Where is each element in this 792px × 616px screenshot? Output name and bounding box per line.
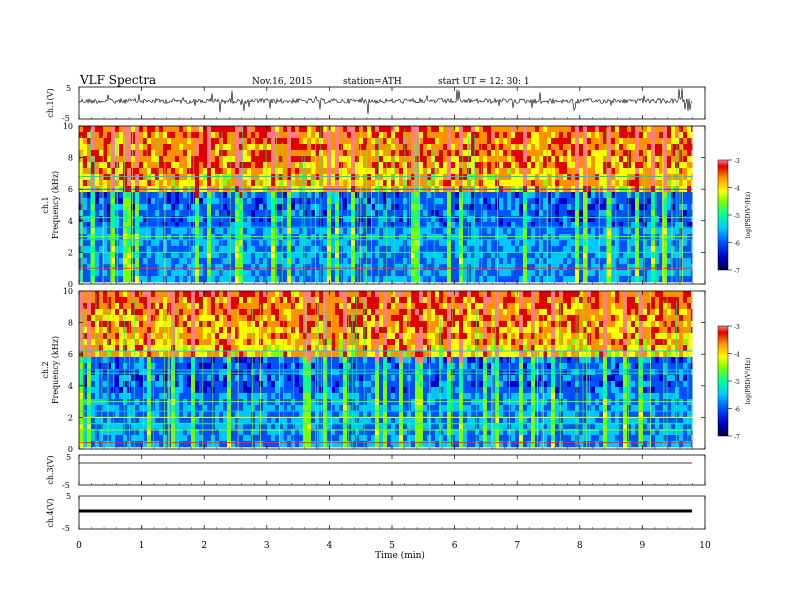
time-axis-label: Time (min) xyxy=(375,550,425,561)
ch4-v-ylabel: ch.4(V) xyxy=(46,498,55,527)
figure-title: VLF Spectra xyxy=(79,73,156,87)
ch1-spectrogram-image xyxy=(79,126,705,284)
ch1-waveform-panel: 5 -5 ch.1(V) xyxy=(46,84,705,123)
freq-tick-label: 6 xyxy=(68,185,73,194)
time-tick-label: 0 xyxy=(76,541,82,551)
colorbar-tick-label: -6 xyxy=(734,241,740,248)
ch1-colorbar xyxy=(718,160,728,270)
freq-tick-label: 2 xyxy=(68,413,73,422)
colorbar-tick-label: -4 xyxy=(734,186,740,193)
time-tick-label: 4 xyxy=(327,541,333,551)
colorbar-tick-label: -4 xyxy=(734,352,740,359)
colorbar-tick-label: -7 xyxy=(734,434,740,441)
colorbar-tick-label: -5 xyxy=(734,213,740,220)
freq-tick-label: 8 xyxy=(68,154,73,163)
ch1-waveform-trace xyxy=(79,88,692,114)
ch2-spectrogram-image xyxy=(79,291,705,449)
ch3-waveform-frame xyxy=(79,455,705,485)
ch2-colorbar-label: log(PSD(V²/Hz) xyxy=(745,358,752,405)
ch2-colorbar-ticks: -3 -4 -5 -6 -7 xyxy=(728,324,740,441)
freq-tick-label: 4 xyxy=(68,217,73,226)
time-tick-label: 5 xyxy=(389,541,395,551)
freq-tick-label: 6 xyxy=(68,350,73,359)
time-tick-label: 9 xyxy=(640,541,646,551)
ch1-spec-ylabel-frequency: Frequency (kHz) xyxy=(51,171,60,239)
freq-tick-label: 10 xyxy=(63,287,73,296)
colorbar-tick-label: -7 xyxy=(734,268,740,275)
freq-tick-label: 10 xyxy=(63,122,73,131)
ch4-v-tick-bottom: -5 xyxy=(62,524,70,533)
colorbar-tick-label: -3 xyxy=(734,324,740,331)
time-tick-label: 2 xyxy=(201,541,207,551)
date-label: Nov.16, 2015 xyxy=(252,77,313,87)
time-tick-label: 8 xyxy=(577,541,583,551)
ch1-colorbar-label: log(PSD(V²/Hz) xyxy=(745,192,752,239)
ch1-v-tick-top: 5 xyxy=(66,84,71,93)
ch1-spec-ylabel-channel: ch.1 xyxy=(41,196,50,213)
ch1-waveform-frame xyxy=(79,87,705,119)
ch2-spec-ylabel-channel: ch.2 xyxy=(41,361,50,378)
ch4-waveform-panel: 5 -5 ch.4(V) xyxy=(46,492,705,533)
time-tick-label: 1 xyxy=(139,541,145,551)
time-tick-label: 6 xyxy=(452,541,458,551)
time-tick-label: 10 xyxy=(699,541,711,551)
freq-tick-label: 2 xyxy=(68,248,73,257)
time-tick-label: 7 xyxy=(514,541,520,551)
ch1-colorbar-ticks: -3 -4 -5 -6 -7 xyxy=(728,158,740,275)
ch4-v-tick-top: 5 xyxy=(66,492,71,501)
station-label: station=ATH xyxy=(343,77,402,87)
freq-tick-label: 4 xyxy=(68,382,73,391)
ch2-colorbar xyxy=(718,326,728,436)
ch2-spec-ylabel-frequency: Frequency (kHz) xyxy=(51,336,60,404)
freq-tick-label: 8 xyxy=(68,319,73,328)
start-time-label: start UT = 12: 30: 1 xyxy=(438,77,530,87)
ch3-waveform-panel: 5 -5 ch.3(V) xyxy=(46,453,705,490)
colorbar-tick-label: -5 xyxy=(734,379,740,386)
colorbar-tick-label: -3 xyxy=(734,158,740,165)
time-tick-label: 3 xyxy=(264,541,270,551)
colorbar-tick-label: -6 xyxy=(734,407,740,414)
ch3-v-ylabel: ch.3(V) xyxy=(46,455,55,484)
ch3-v-tick-top: 5 xyxy=(66,453,71,462)
ch3-v-tick-bottom: -5 xyxy=(62,481,70,490)
ch1-v-ylabel: ch.1(V) xyxy=(46,88,55,117)
